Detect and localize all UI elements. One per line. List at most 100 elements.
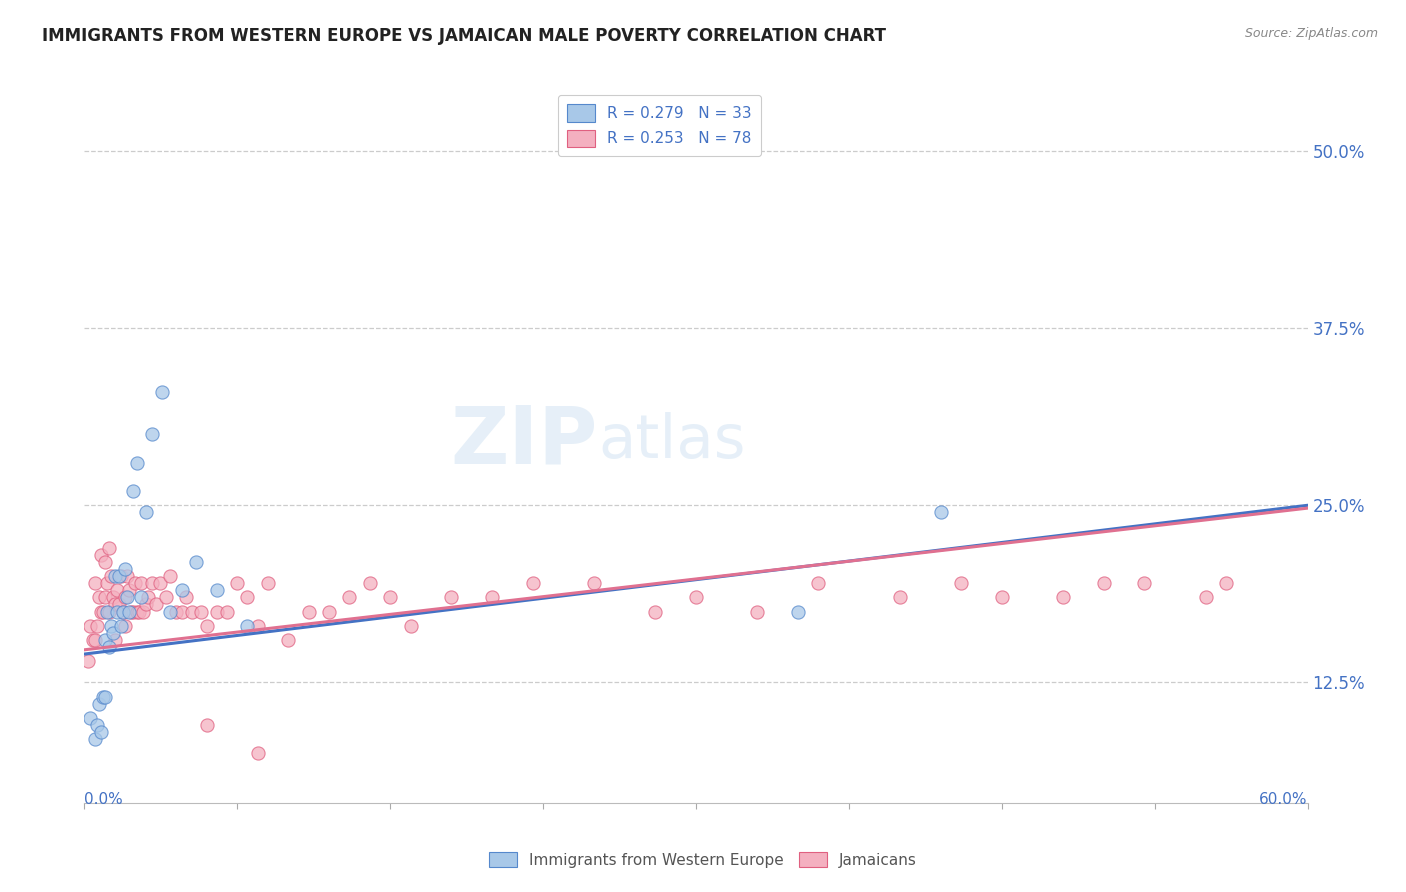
Point	[93, 632, 115, 647]
Point	[583, 576, 606, 591]
Point	[205, 605, 228, 619]
Point	[236, 591, 259, 605]
Point	[120, 605, 142, 619]
Point	[77, 654, 100, 668]
Point	[101, 591, 124, 605]
Point	[112, 605, 135, 619]
Point	[101, 625, 124, 640]
Point	[135, 505, 157, 519]
Point	[91, 605, 114, 619]
Point	[257, 576, 280, 591]
Point	[82, 632, 104, 647]
Text: IMMIGRANTS FROM WESTERN EUROPE VS JAMAICAN MALE POVERTY CORRELATION CHART: IMMIGRANTS FROM WESTERN EUROPE VS JAMAIC…	[42, 27, 886, 45]
Point	[1215, 576, 1237, 591]
Point	[91, 690, 114, 704]
Point	[131, 576, 153, 591]
Point	[246, 618, 269, 632]
Point	[174, 591, 197, 605]
Point	[172, 605, 194, 619]
Text: 0.0%: 0.0%	[84, 792, 124, 807]
Point	[110, 618, 132, 632]
Point	[108, 598, 131, 612]
Text: ZIP: ZIP	[451, 402, 598, 481]
Point	[141, 427, 163, 442]
Point	[114, 618, 136, 632]
Point	[124, 576, 146, 591]
Legend: Immigrants from Western Europe, Jamaicans: Immigrants from Western Europe, Jamaican…	[484, 846, 922, 873]
Point	[100, 569, 122, 583]
Point	[108, 569, 131, 583]
Point	[195, 618, 218, 632]
Point	[929, 505, 952, 519]
Point	[97, 640, 120, 654]
Point	[159, 569, 181, 583]
Point	[104, 632, 127, 647]
Text: atlas: atlas	[598, 412, 745, 471]
Point	[150, 384, 173, 399]
Point	[112, 605, 135, 619]
Point	[141, 576, 163, 591]
Point	[96, 576, 118, 591]
Point	[104, 598, 127, 612]
Point	[83, 632, 105, 647]
Point	[277, 632, 299, 647]
Point	[118, 605, 141, 619]
Point	[90, 725, 112, 739]
Point	[90, 548, 112, 562]
Point	[90, 605, 112, 619]
Point	[1092, 576, 1115, 591]
Point	[481, 591, 503, 605]
Point	[380, 591, 402, 605]
Point	[359, 576, 381, 591]
Point	[236, 618, 259, 632]
Point	[97, 605, 120, 619]
Point	[522, 576, 544, 591]
Point	[644, 605, 666, 619]
Point	[97, 541, 120, 555]
Point	[114, 591, 136, 605]
Text: Source: ZipAtlas.com: Source: ZipAtlas.com	[1244, 27, 1378, 40]
Point	[131, 591, 153, 605]
Point	[149, 576, 172, 591]
Point	[190, 605, 212, 619]
Point	[86, 718, 108, 732]
Point	[155, 591, 177, 605]
Point	[83, 576, 105, 591]
Point	[747, 605, 769, 619]
Point	[135, 598, 157, 612]
Point	[132, 605, 155, 619]
Point	[105, 583, 128, 598]
Text: 60.0%: 60.0%	[1260, 792, 1308, 807]
Legend: R = 0.279   N = 33, R = 0.253   N = 78: R = 0.279 N = 33, R = 0.253 N = 78	[558, 95, 761, 156]
Point	[115, 591, 138, 605]
Point	[79, 618, 101, 632]
Point	[787, 605, 810, 619]
Point	[950, 576, 973, 591]
Point	[440, 591, 463, 605]
Point	[1195, 591, 1218, 605]
Point	[122, 484, 145, 499]
Point	[93, 591, 115, 605]
Point	[339, 591, 361, 605]
Point	[96, 605, 118, 619]
Point	[1133, 576, 1156, 591]
Point	[685, 591, 707, 605]
Point	[246, 746, 269, 760]
Point	[145, 598, 167, 612]
Point	[87, 591, 110, 605]
Point	[318, 605, 340, 619]
Point	[93, 555, 115, 569]
Point	[172, 583, 194, 598]
Point	[181, 605, 204, 619]
Point	[79, 711, 101, 725]
Point	[136, 591, 159, 605]
Point	[127, 456, 149, 470]
Point	[128, 605, 150, 619]
Point	[807, 576, 830, 591]
Point	[226, 576, 249, 591]
Point	[93, 690, 115, 704]
Point	[83, 732, 105, 747]
Point	[86, 618, 108, 632]
Point	[186, 555, 208, 569]
Point	[205, 583, 228, 598]
